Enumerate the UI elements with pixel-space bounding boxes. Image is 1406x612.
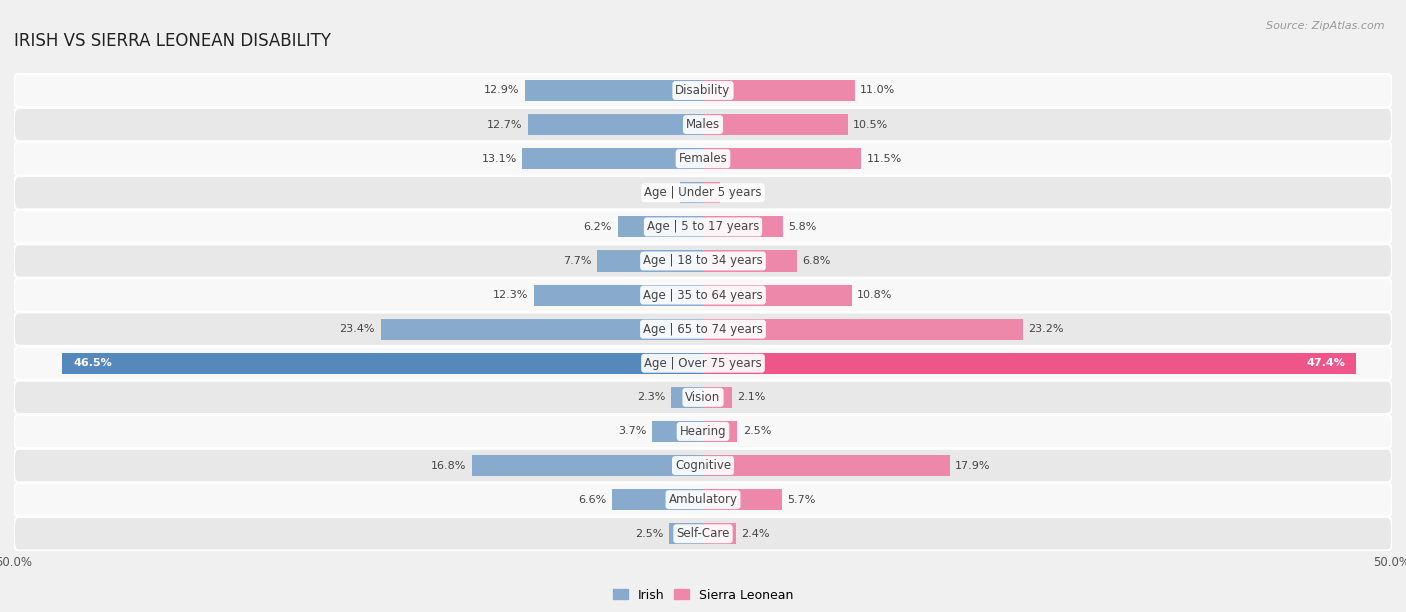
- FancyBboxPatch shape: [14, 176, 1392, 209]
- Text: 2.1%: 2.1%: [738, 392, 766, 402]
- Bar: [703, 114, 848, 135]
- Bar: [703, 421, 738, 442]
- FancyBboxPatch shape: [14, 313, 1392, 346]
- Text: Age | 5 to 17 years: Age | 5 to 17 years: [647, 220, 759, 233]
- FancyBboxPatch shape: [14, 517, 1392, 550]
- FancyBboxPatch shape: [14, 74, 1392, 107]
- Bar: [526, 80, 703, 101]
- Bar: [703, 353, 1357, 374]
- Text: IRISH VS SIERRA LEONEAN DISABILITY: IRISH VS SIERRA LEONEAN DISABILITY: [14, 32, 330, 50]
- Text: 2.3%: 2.3%: [637, 392, 666, 402]
- Text: Age | 18 to 34 years: Age | 18 to 34 years: [643, 255, 763, 267]
- Bar: [703, 489, 782, 510]
- Text: 1.2%: 1.2%: [725, 188, 754, 198]
- Text: 11.5%: 11.5%: [868, 154, 903, 163]
- FancyBboxPatch shape: [14, 244, 1392, 278]
- Text: 3.7%: 3.7%: [619, 427, 647, 436]
- FancyBboxPatch shape: [14, 108, 1392, 141]
- Text: Age | 65 to 74 years: Age | 65 to 74 years: [643, 323, 763, 335]
- Bar: [617, 216, 703, 237]
- Text: 6.8%: 6.8%: [803, 256, 831, 266]
- Text: 12.9%: 12.9%: [484, 86, 520, 95]
- Bar: [703, 387, 733, 408]
- Bar: [471, 455, 703, 476]
- Text: Males: Males: [686, 118, 720, 131]
- FancyBboxPatch shape: [14, 210, 1392, 244]
- Text: 6.2%: 6.2%: [583, 222, 612, 232]
- Text: Source: ZipAtlas.com: Source: ZipAtlas.com: [1267, 21, 1385, 31]
- Text: 11.0%: 11.0%: [860, 86, 896, 95]
- Bar: [62, 353, 703, 374]
- Bar: [523, 148, 703, 170]
- Bar: [381, 319, 703, 340]
- Text: Vision: Vision: [685, 391, 721, 404]
- FancyBboxPatch shape: [14, 449, 1392, 482]
- Bar: [703, 216, 783, 237]
- Text: 7.7%: 7.7%: [562, 256, 592, 266]
- Text: 2.5%: 2.5%: [634, 529, 664, 539]
- Text: 23.4%: 23.4%: [340, 324, 375, 334]
- Bar: [679, 182, 703, 203]
- Text: 6.6%: 6.6%: [578, 494, 606, 505]
- Text: 47.4%: 47.4%: [1306, 358, 1346, 368]
- Bar: [598, 250, 703, 272]
- Text: 12.3%: 12.3%: [492, 290, 529, 300]
- Bar: [612, 489, 703, 510]
- Bar: [529, 114, 703, 135]
- Text: Age | Over 75 years: Age | Over 75 years: [644, 357, 762, 370]
- Bar: [533, 285, 703, 305]
- FancyBboxPatch shape: [14, 278, 1392, 312]
- Bar: [652, 421, 703, 442]
- Bar: [703, 250, 797, 272]
- Text: Hearing: Hearing: [679, 425, 727, 438]
- Text: 2.5%: 2.5%: [742, 427, 772, 436]
- FancyBboxPatch shape: [14, 415, 1392, 448]
- Text: 2.4%: 2.4%: [741, 529, 770, 539]
- Text: Cognitive: Cognitive: [675, 459, 731, 472]
- Bar: [703, 182, 720, 203]
- Text: 17.9%: 17.9%: [955, 461, 991, 471]
- Text: 16.8%: 16.8%: [430, 461, 465, 471]
- FancyBboxPatch shape: [14, 142, 1392, 176]
- FancyBboxPatch shape: [14, 381, 1392, 414]
- Bar: [703, 80, 855, 101]
- Legend: Irish, Sierra Leonean: Irish, Sierra Leonean: [607, 584, 799, 606]
- Bar: [669, 523, 703, 544]
- Text: Disability: Disability: [675, 84, 731, 97]
- Text: 5.8%: 5.8%: [789, 222, 817, 232]
- Text: 10.5%: 10.5%: [853, 119, 889, 130]
- Bar: [703, 285, 852, 305]
- Bar: [671, 387, 703, 408]
- Text: 13.1%: 13.1%: [482, 154, 517, 163]
- Text: 23.2%: 23.2%: [1028, 324, 1064, 334]
- Text: Self-Care: Self-Care: [676, 528, 730, 540]
- Text: 5.7%: 5.7%: [787, 494, 815, 505]
- FancyBboxPatch shape: [14, 346, 1392, 380]
- Text: Females: Females: [679, 152, 727, 165]
- FancyBboxPatch shape: [14, 483, 1392, 517]
- Text: 1.7%: 1.7%: [645, 188, 673, 198]
- Text: 10.8%: 10.8%: [858, 290, 893, 300]
- Text: Age | 35 to 64 years: Age | 35 to 64 years: [643, 289, 763, 302]
- Text: Age | Under 5 years: Age | Under 5 years: [644, 186, 762, 200]
- Bar: [703, 319, 1022, 340]
- Bar: [703, 148, 862, 170]
- Text: Ambulatory: Ambulatory: [668, 493, 738, 506]
- Bar: [703, 523, 737, 544]
- Text: 46.5%: 46.5%: [73, 358, 112, 368]
- Text: 12.7%: 12.7%: [486, 119, 523, 130]
- Bar: [703, 455, 949, 476]
